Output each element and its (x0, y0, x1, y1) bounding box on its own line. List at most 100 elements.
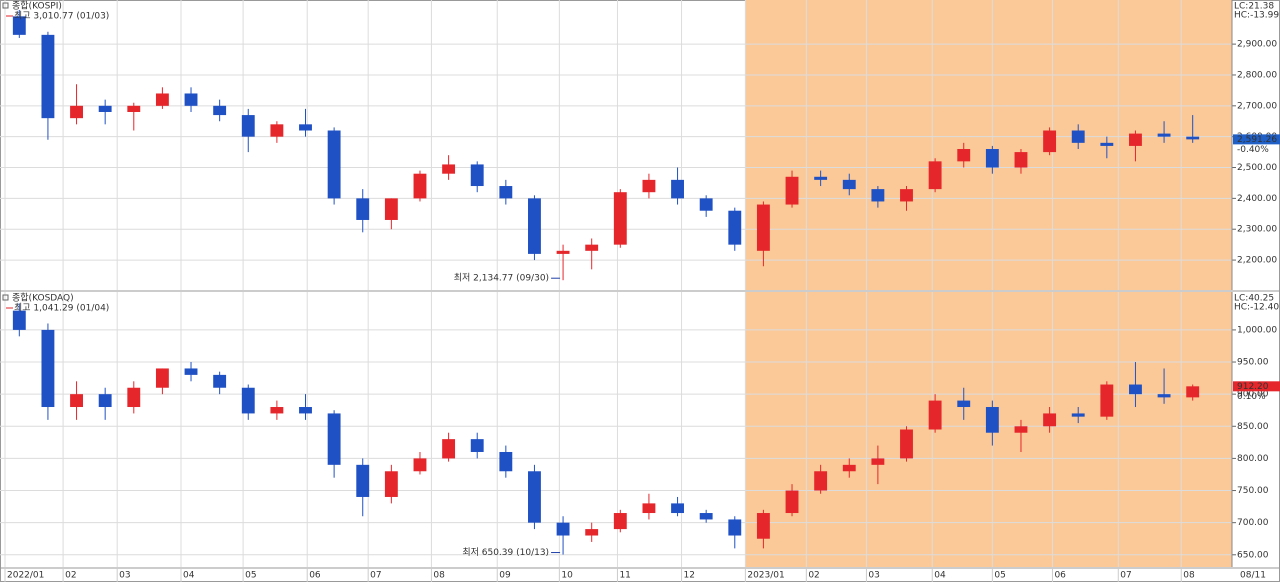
candle-body (1071, 130, 1085, 143)
candle-body (528, 471, 541, 523)
candle-body (985, 149, 999, 168)
candle-body (842, 464, 856, 472)
candle-body (756, 204, 770, 251)
candle-body (41, 34, 55, 119)
x-tick-label: 04 (934, 571, 946, 581)
x-tick-label: 09 (499, 571, 511, 581)
candle-body (413, 458, 427, 472)
lc-label: LC:21.38 (1234, 2, 1274, 12)
candle-body (356, 198, 370, 220)
last-price-box (1233, 381, 1280, 392)
highlight-region (745, 0, 1232, 290)
hc-label: HC:-12.40 (1234, 303, 1279, 313)
x-tick-label: 06 (309, 571, 321, 581)
candle-body (814, 471, 828, 491)
x-tick-label: 02 (808, 571, 819, 581)
candle-body (613, 513, 627, 530)
candle-body (957, 149, 971, 162)
candle-body (98, 105, 112, 112)
x-tick-label: 04 (183, 571, 195, 581)
candle-body (785, 490, 799, 514)
candle-body (98, 394, 112, 408)
candle-body (127, 105, 141, 112)
candle-body (70, 105, 83, 119)
candle-body (613, 192, 627, 245)
high-note: 최고 1,041.29 (01/04) (14, 303, 109, 314)
candle-body (327, 130, 341, 199)
candle-body (585, 529, 599, 536)
y-tick-label: 2,300.00 (1237, 225, 1277, 235)
candle-body (842, 179, 856, 190)
y-tick-label: 2,700.00 (1237, 101, 1277, 111)
x-tick-label: 07 (370, 571, 381, 581)
panel-icon (2, 294, 9, 301)
change: -0.40% (1237, 145, 1269, 155)
change: 0.10% (1237, 392, 1266, 402)
candle-body (728, 210, 742, 245)
candle-body (1186, 386, 1200, 398)
y-tick-label: 1,000.00 (1237, 325, 1277, 335)
candle-body (556, 522, 570, 536)
candle-body (871, 189, 885, 202)
candle-body (1014, 152, 1028, 168)
candle-body (241, 387, 255, 414)
candle-body (270, 407, 284, 414)
candle-body (871, 458, 885, 465)
candle-body (671, 503, 684, 514)
candle-body (442, 164, 456, 174)
candle-body (1014, 426, 1028, 433)
candle-body (327, 413, 341, 465)
candle-body (1100, 142, 1114, 146)
candle-body (928, 400, 942, 430)
candle-body (1071, 413, 1085, 417)
x-tick-label: 06 (1054, 571, 1066, 581)
x-tick-label: 07 (1120, 571, 1131, 581)
candle-body (756, 513, 770, 539)
y-tick-label: 800.00 (1237, 454, 1269, 464)
y-tick-label: 2,400.00 (1237, 194, 1277, 204)
candle-body (384, 198, 398, 220)
y-tick-label: 750.00 (1237, 486, 1269, 496)
y-tick-label: 900.00 (1237, 390, 1269, 400)
candle-body (785, 176, 799, 205)
candle-body (155, 368, 169, 388)
y-tick-label: 2,900.00 (1237, 40, 1277, 50)
last-date: 08/11 (1240, 571, 1266, 581)
x-tick-label: 2022/01 (7, 571, 44, 581)
candle-body (1129, 133, 1142, 146)
y-tick-label: 2,200.00 (1237, 256, 1277, 266)
lc-label: LC:40.25 (1234, 294, 1274, 304)
candle-body (642, 503, 656, 514)
candle-body (1043, 130, 1057, 153)
y-tick-label: 850.00 (1237, 422, 1269, 432)
candle-body (41, 329, 55, 408)
candle-body (155, 93, 169, 106)
x-tick-label: 10 (561, 571, 573, 581)
x-tick-label: 03 (868, 571, 879, 581)
x-tick-label: 12 (684, 571, 695, 581)
candle-body (528, 198, 541, 254)
candle-body (499, 451, 513, 472)
candle-body (1186, 136, 1200, 140)
candle-body (928, 161, 942, 190)
candle-body (556, 250, 570, 254)
x-tick-label: 05 (994, 571, 1005, 581)
y-tick-label: 950.00 (1237, 358, 1269, 368)
candle-body (699, 198, 713, 211)
candle-body (299, 124, 312, 131)
candle-body (900, 189, 913, 202)
last-price: 912.20 (1237, 382, 1269, 392)
x-tick-label: 11 (619, 571, 630, 581)
x-tick-label: 02 (65, 571, 76, 581)
y-tick-label: 2,800.00 (1237, 70, 1277, 80)
candle-body (585, 244, 599, 251)
candle-body (470, 164, 484, 187)
x-tick-label: 2023/01 (747, 571, 784, 581)
candle-body (1043, 413, 1057, 427)
panel-icon (2, 2, 9, 9)
candle-body (384, 471, 398, 497)
candle-body (12, 310, 26, 330)
candle-body (12, 16, 26, 35)
last-price: 2,591.26 (1237, 135, 1277, 145)
candle-body (699, 513, 713, 520)
